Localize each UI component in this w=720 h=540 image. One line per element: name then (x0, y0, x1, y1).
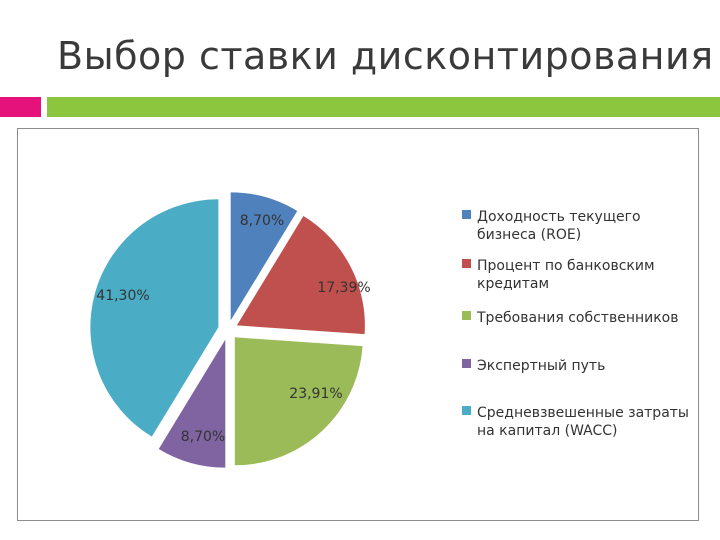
legend-entry: Экспертный путь (477, 358, 605, 374)
pie-slice (230, 192, 298, 321)
legend-entry: Доходность текущего бизнеса (ROE) (477, 209, 641, 243)
legend-entry: Требования собственников (476, 310, 679, 326)
data-label: 23,91% (289, 386, 342, 402)
accent-bar-green (47, 97, 720, 117)
pie-slice (90, 199, 219, 437)
data-label: 17,39% (317, 280, 370, 296)
data-label: 8,70% (181, 429, 225, 445)
legend-swatch (462, 359, 471, 368)
accent-bar-pink (0, 97, 41, 117)
data-label: 41,30% (96, 288, 149, 304)
legend-swatch (462, 259, 471, 268)
pie-slice (158, 339, 226, 468)
legend-swatch (462, 210, 471, 219)
legend-entry: Средневзвешенные затраты на капитал (WACC… (477, 405, 689, 439)
data-label: 8,70% (240, 213, 284, 229)
pie-slices (90, 192, 365, 468)
legend-entry: Процент по банковским кредитам (477, 258, 655, 292)
pie-slice (236, 216, 365, 335)
legend-swatch (462, 311, 471, 320)
pie-data-labels: 8,70% 17,39% 23,91% 8,70% 41,30% (96, 213, 370, 445)
pie-slice (234, 337, 363, 466)
slide-title: Выбор ставки дисконтирования (57, 34, 714, 78)
legend-swatch (462, 406, 471, 415)
chart-legend: Доходность текущего бизнеса (ROE) Процент … (462, 209, 689, 439)
